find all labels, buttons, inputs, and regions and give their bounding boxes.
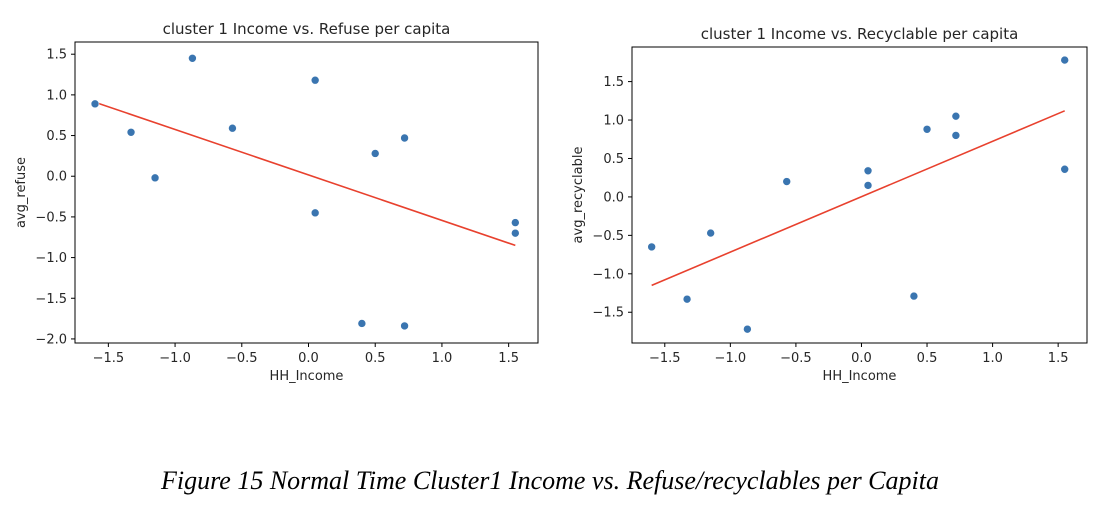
x-axis-label: HH_Income [270,369,344,384]
x-tick-label: −1.5 [93,351,125,366]
chart-title: cluster 1 Income vs. Recyclable per capi… [701,25,1019,43]
x-tick-label: 1.0 [982,351,1003,366]
x-tick-label: 0.5 [917,351,938,366]
x-tick-label: −0.5 [780,351,812,366]
data-point [310,75,320,85]
data-point [310,208,320,218]
y-tick-label: −2.0 [35,332,67,347]
x-tick-label: 1.5 [1048,351,1069,366]
data-point [400,321,409,331]
chart-title: cluster 1 Income vs. Refuse per capita [163,20,451,38]
x-tick-label: 0.0 [851,351,872,366]
data-point [647,242,656,252]
y-tick-label: −1.0 [35,251,67,266]
data-point [951,131,961,140]
data-point [863,166,873,176]
y-tick-label: 0.5 [46,129,67,144]
x-tick-label: −0.5 [226,351,258,366]
data-point [1060,164,1070,174]
x-tick-label: 1.5 [498,351,519,366]
figure-caption: Figure 15 Normal Time Cluster1 Income vs… [161,466,939,495]
x-tick-label: −1.0 [159,351,191,366]
data-point [150,173,160,183]
y-tick-label: −0.5 [592,229,624,244]
y-tick-label: −1.5 [592,306,624,321]
y-axis-label: avg_recyclable [571,147,586,244]
data-point [228,123,237,133]
x-axis-label: HH_Income [823,369,897,384]
y-tick-label: 1.0 [46,88,67,103]
y-tick-label: 0.0 [46,170,67,185]
data-point [1060,55,1070,65]
left-scatter-panel: cluster 1 Income vs. Refuse per capita −1… [14,20,539,384]
data-point [370,149,380,158]
regression-line [651,110,1066,287]
y-tick-label: −0.5 [35,210,67,225]
data-point [400,133,409,143]
data-point [922,124,932,134]
plot-frame [631,46,1088,344]
data-point [782,177,792,186]
x-tick-label: 0.0 [298,351,319,366]
data-point [909,291,919,301]
y-tick-label: −1.5 [35,292,67,307]
x-tick-label: 0.5 [365,351,386,366]
data-point [682,294,692,304]
x-tick-label: 1.0 [432,351,453,366]
y-tick-label: 1.5 [603,75,624,90]
data-point [511,228,520,238]
data-point [90,99,100,109]
regression-line [94,101,516,247]
data-point [743,324,752,334]
data-point [951,111,961,121]
right-scatter-panel: cluster 1 Income vs. Recyclable per capi… [571,25,1088,384]
data-point [511,218,520,227]
data-point [357,319,367,328]
plot-frame [74,41,539,344]
y-tick-label: 1.0 [603,114,624,129]
y-tick-label: 1.5 [46,48,67,63]
data-point [706,228,715,238]
x-tick-label: −1.0 [715,351,747,366]
y-tick-label: 0.0 [603,190,624,205]
data-point [126,128,136,137]
data-point [188,53,197,63]
y-tick-label: −1.0 [592,267,624,282]
data-point [863,181,873,190]
y-tick-label: 0.5 [603,152,624,167]
y-axis-label: avg_refuse [14,157,29,228]
x-tick-label: −1.5 [649,351,681,366]
